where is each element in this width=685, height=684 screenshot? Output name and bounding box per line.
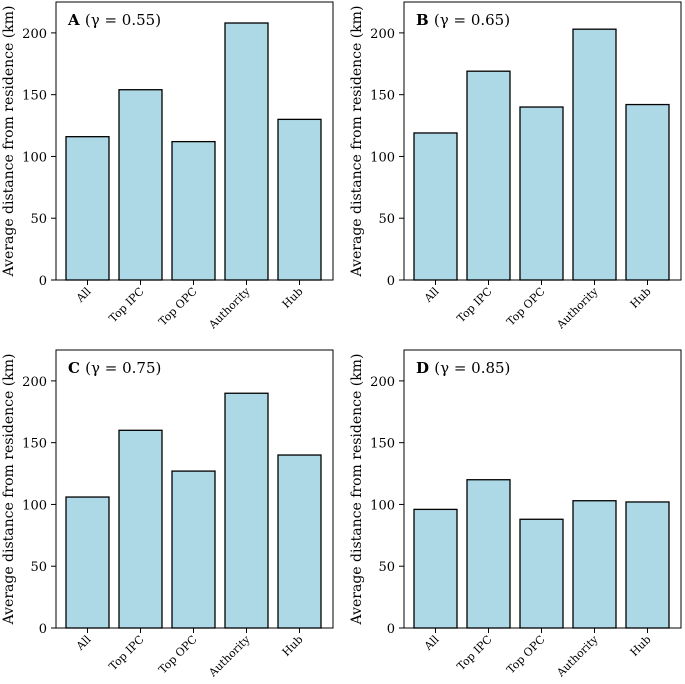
y-tick-label-c-200: 200 xyxy=(22,375,47,390)
plot-frame-b xyxy=(403,1,682,281)
bar-d-hub xyxy=(625,501,670,629)
bar-c-top-ipc xyxy=(118,429,163,629)
chart-panel-d: 0 50 100 150 200 All Top IPC Top OPC Authority Hu… xyxy=(349,349,682,680)
panel-gamma-d: (γ = 0.85) xyxy=(434,359,510,377)
bar-b-hub xyxy=(625,103,670,281)
plot-frame-a xyxy=(55,1,334,281)
y-tick-label-a-50: 50 xyxy=(30,212,47,227)
panel-title-d: D (γ = 0.85) xyxy=(416,359,510,377)
y-tick-label-a-200: 200 xyxy=(22,27,47,42)
x-tick-label-b-top-ipc: Top IPC xyxy=(454,285,494,325)
chart-panel-b: 0 50 100 150 200 All Top IPC Top OPC Authority Hu… xyxy=(349,1,682,332)
bar-d-top-opc xyxy=(519,518,564,629)
x-tick-label-d-top-opc: Top OPC xyxy=(504,633,547,676)
panel-gamma-b: (γ = 0.65) xyxy=(434,11,510,29)
bar-c-authority xyxy=(224,392,269,629)
x-tick-label-c-hub: Hub xyxy=(280,633,306,659)
y-tick-label-d-150: 150 xyxy=(370,437,395,452)
x-tick-label-d-authority: Authority xyxy=(554,632,602,680)
y-tick-label-b-200: 200 xyxy=(370,27,395,42)
panel-letter-a: A xyxy=(67,11,85,29)
x-tick-label-d-hub: Hub xyxy=(628,633,654,659)
y-tick-label-a-150: 150 xyxy=(22,89,47,104)
y-tick-label-b-100: 100 xyxy=(370,150,395,165)
y-tick-label-a-100: 100 xyxy=(22,150,47,165)
bar-c-all xyxy=(65,496,110,629)
y-tick-label-d-50: 50 xyxy=(378,560,395,575)
plot-frame-d xyxy=(403,349,682,629)
panel-letter-c: C xyxy=(68,359,85,377)
x-tick-label-c-top-opc: Top OPC xyxy=(156,633,199,676)
x-tick-label-d-top-ipc: Top IPC xyxy=(454,633,494,673)
bar-d-authority xyxy=(572,500,617,629)
y-tick-label-b-150: 150 xyxy=(370,89,395,104)
x-tick-label-a-all: All xyxy=(73,285,94,306)
y-tick-label-d-0: 0 xyxy=(387,622,395,637)
plot-frame-c xyxy=(55,349,334,629)
bar-a-authority xyxy=(224,22,269,281)
x-tick-label-b-hub: Hub xyxy=(628,285,654,311)
panel-title-c: C (γ = 0.75) xyxy=(68,359,161,377)
bar-b-top-opc xyxy=(519,106,564,281)
bar-a-all xyxy=(65,136,110,281)
y-tick-label-c-50: 50 xyxy=(30,560,47,575)
panel-letter-d: D xyxy=(416,359,434,377)
x-tick-label-c-all: All xyxy=(73,633,94,654)
x-tick-label-a-top-opc: Top OPC xyxy=(156,285,199,328)
bar-b-top-ipc xyxy=(466,70,511,281)
bar-a-top-ipc xyxy=(118,89,163,281)
y-tick-label-c-100: 100 xyxy=(22,498,47,513)
bar-b-authority xyxy=(572,28,617,281)
y-tick-label-b-50: 50 xyxy=(378,212,395,227)
y-axis-label-d: Average distance from residence (km) xyxy=(349,354,365,626)
chart-panel-c: 0 50 100 150 200 All Top IPC Top OPC Authority Hu… xyxy=(1,349,334,680)
chart-panel-a: 0 50 100 150 200 All Top IPC Top OPC Authority Hu… xyxy=(1,1,334,332)
y-tick-label-d-100: 100 xyxy=(370,498,395,513)
y-axis-label-c: Average distance from residence (km) xyxy=(1,354,17,626)
y-tick-label-c-0: 0 xyxy=(39,622,47,637)
y-axis-label-b: Average distance from residence (km) xyxy=(349,6,365,278)
x-tick-label-b-authority: Authority xyxy=(554,284,602,332)
x-tick-label-a-hub: Hub xyxy=(280,285,306,311)
x-tick-label-c-authority: Authority xyxy=(206,632,254,680)
x-tick-label-c-top-ipc: Top IPC xyxy=(106,633,146,673)
y-tick-label-d-200: 200 xyxy=(370,375,395,390)
y-tick-label-b-0: 0 xyxy=(387,274,395,289)
x-tick-label-a-authority: Authority xyxy=(206,284,254,332)
y-tick-label-a-0: 0 xyxy=(39,274,47,289)
y-tick-label-c-150: 150 xyxy=(22,437,47,452)
x-tick-label-b-all: All xyxy=(421,285,442,306)
bar-a-top-opc xyxy=(171,140,216,281)
bar-d-top-ipc xyxy=(466,479,511,629)
bar-b-all xyxy=(413,132,458,281)
panel-gamma-a: (γ = 0.55) xyxy=(85,11,161,29)
bar-c-top-opc xyxy=(171,470,216,629)
bar-d-all xyxy=(413,508,458,629)
x-tick-label-d-all: All xyxy=(421,633,442,654)
x-tick-label-b-top-opc: Top OPC xyxy=(504,285,547,328)
x-tick-label-a-top-ipc: Top IPC xyxy=(106,285,146,325)
panel-letter-b: B xyxy=(416,11,434,29)
y-axis-label-a: Average distance from residence (km) xyxy=(1,6,17,278)
panel-title-a: A (γ = 0.55) xyxy=(67,11,161,29)
bar-a-hub xyxy=(277,118,322,281)
panel-gamma-c: (γ = 0.75) xyxy=(85,359,161,377)
panel-title-b: B (γ = 0.65) xyxy=(416,11,510,29)
bar-c-hub xyxy=(277,454,322,629)
